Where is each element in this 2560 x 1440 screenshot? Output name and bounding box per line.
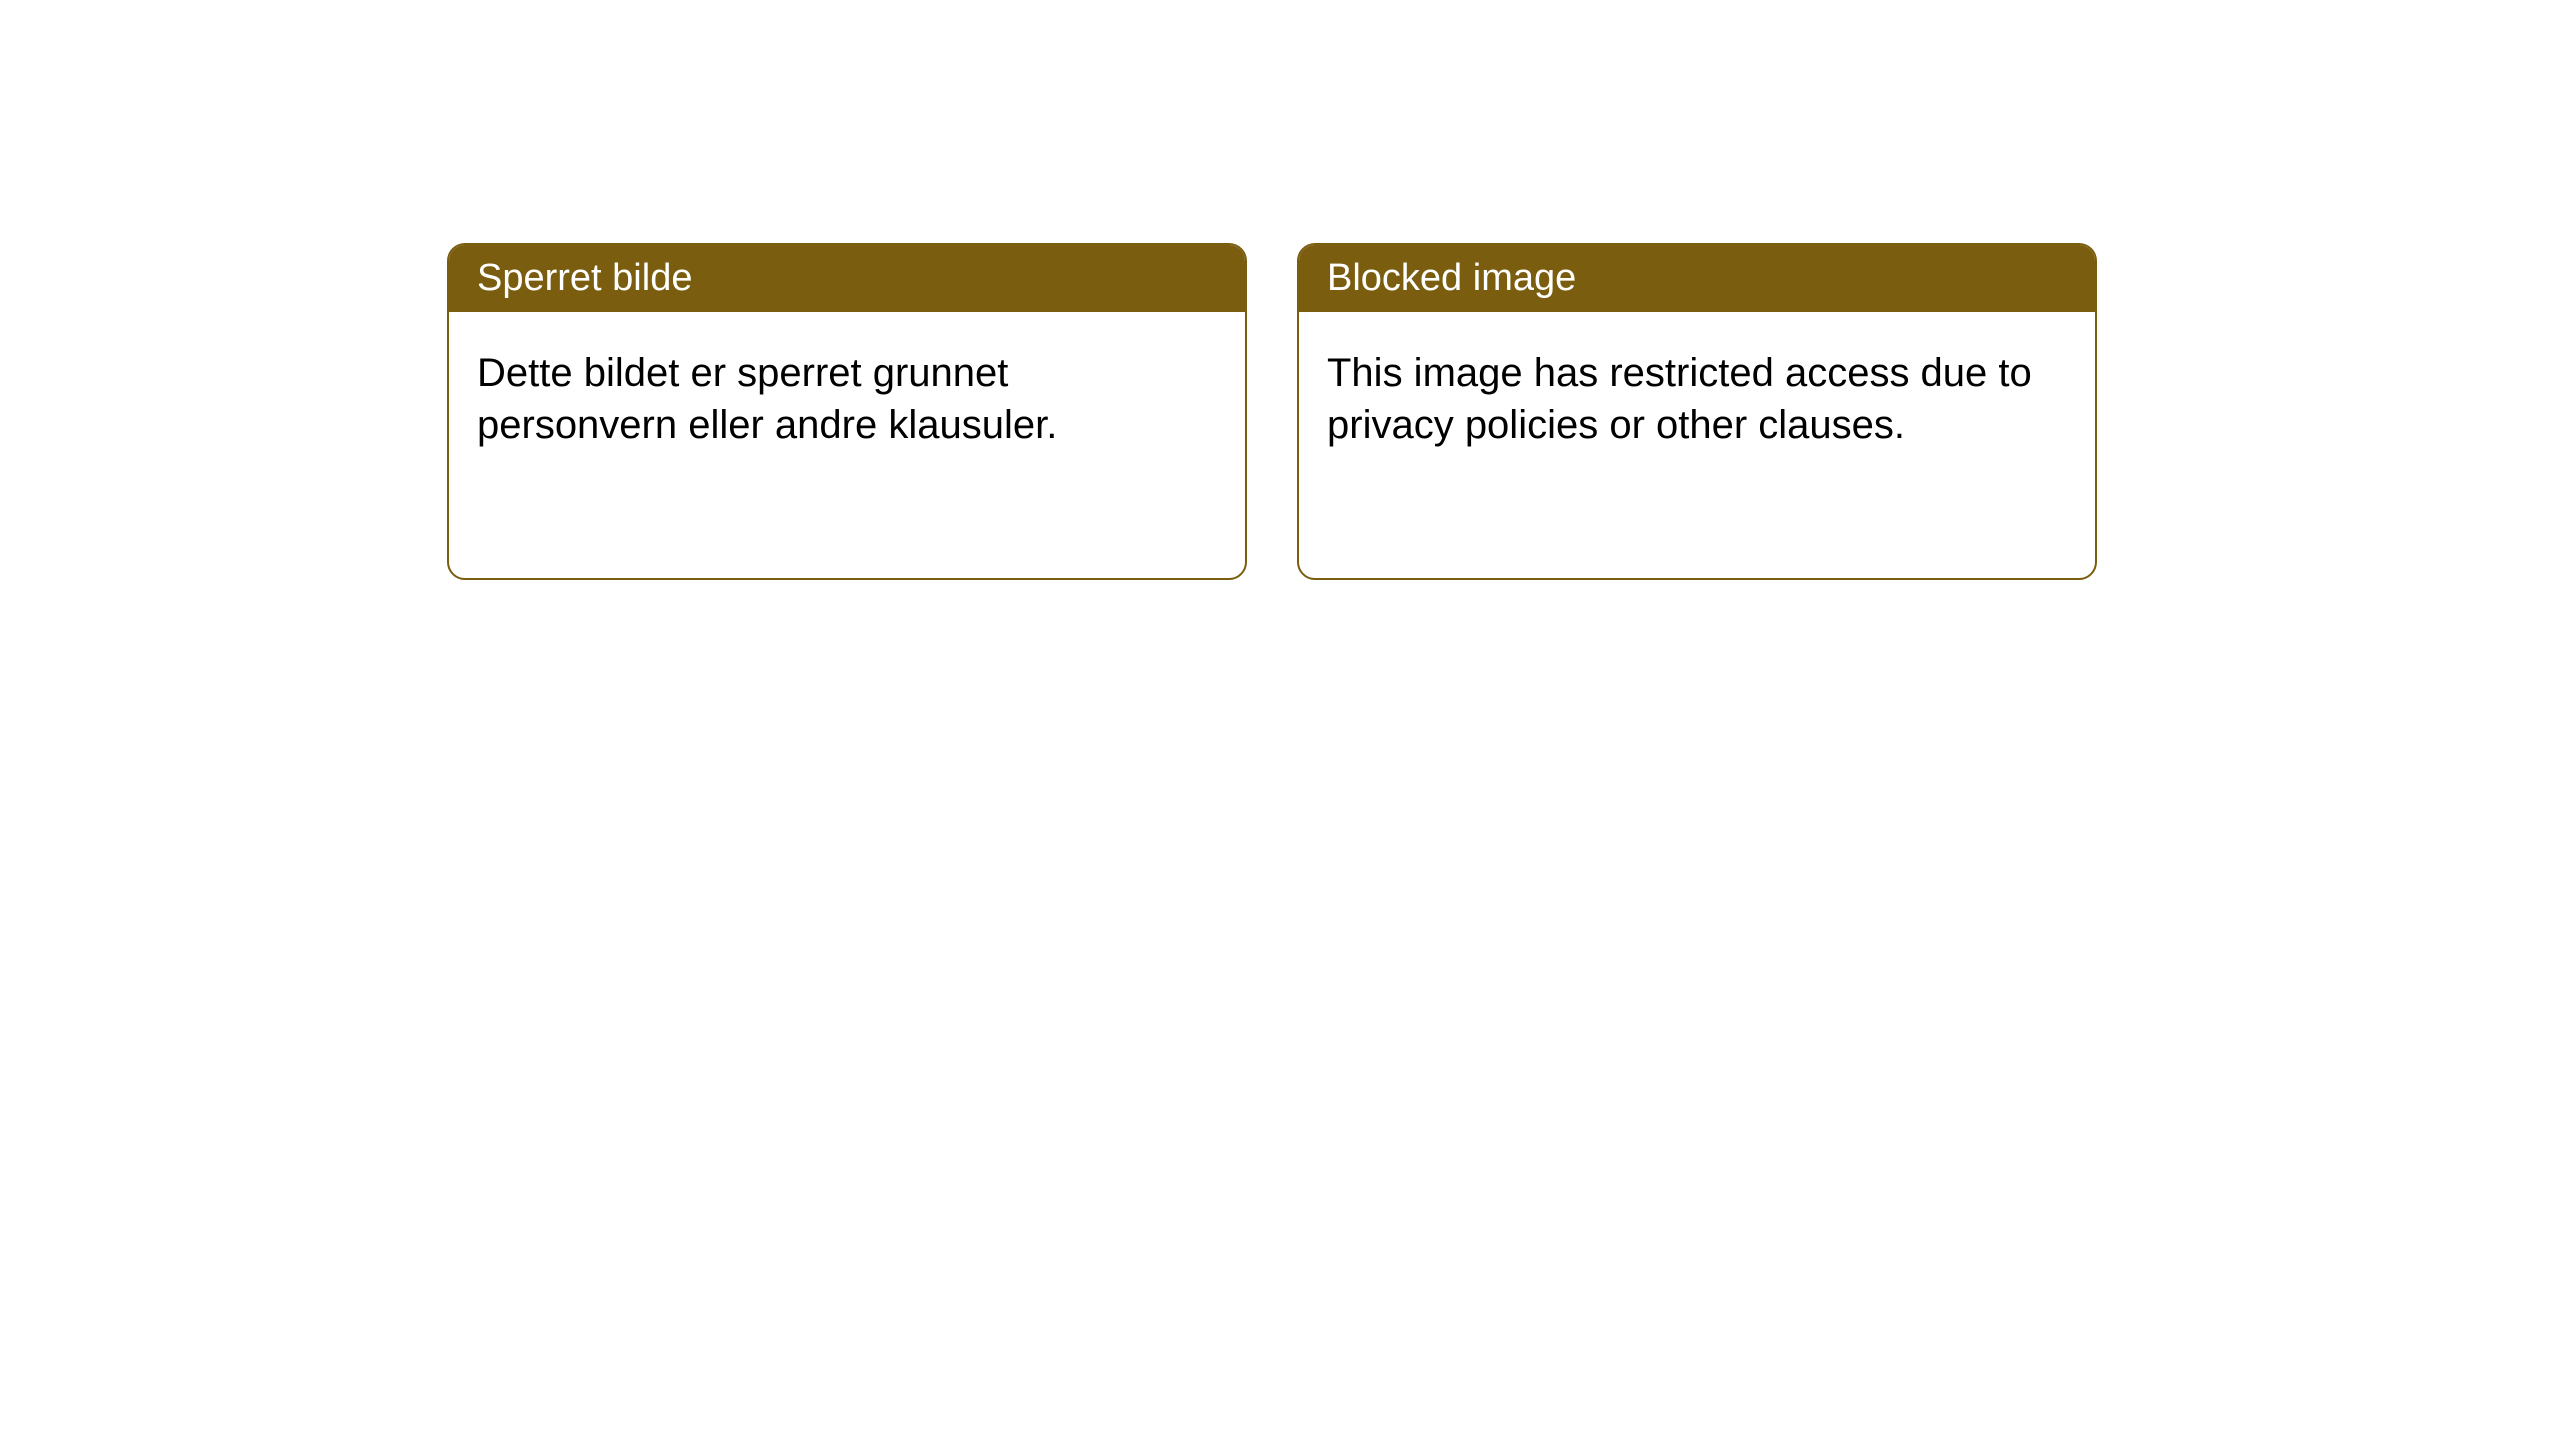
notice-container: Sperret bilde Dette bildet er sperret gr… <box>0 0 2560 580</box>
card-header: Sperret bilde <box>449 245 1245 312</box>
notice-card-english: Blocked image This image has restricted … <box>1297 243 2097 580</box>
card-title: Sperret bilde <box>477 257 692 299</box>
card-body-text: This image has restricted access due to … <box>1327 351 2032 447</box>
card-title: Blocked image <box>1327 257 1576 299</box>
card-body: This image has restricted access due to … <box>1299 312 2095 486</box>
card-body: Dette bildet er sperret grunnet personve… <box>449 312 1245 486</box>
card-body-text: Dette bildet er sperret grunnet personve… <box>477 351 1057 447</box>
notice-card-norwegian: Sperret bilde Dette bildet er sperret gr… <box>447 243 1247 580</box>
card-header: Blocked image <box>1299 245 2095 312</box>
